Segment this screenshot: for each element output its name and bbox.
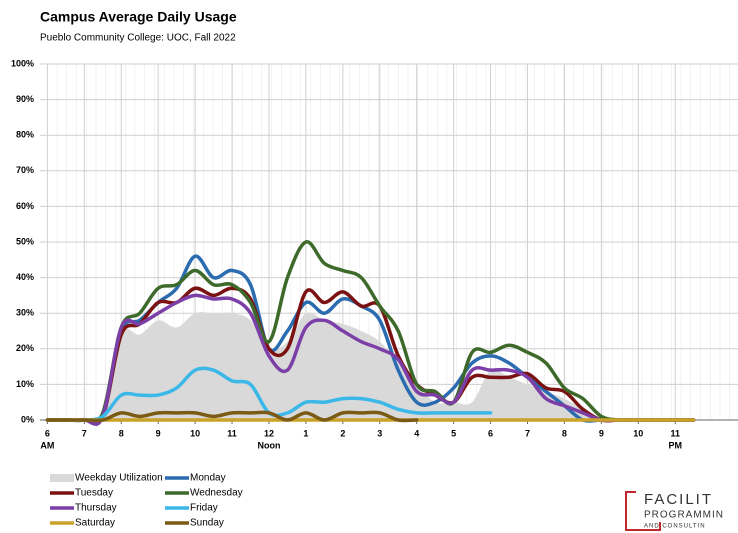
x-tick-label: 6 [488,428,493,438]
y-tick-label: 0% [21,414,34,424]
legend-label: Tuesday [75,488,113,499]
x-tick-label: 6 [45,428,50,438]
x-tick-label: 8 [119,428,124,438]
line [45,410,419,423]
y-tick-label: 80% [16,130,34,140]
logo: FACILIT PROGRAMMIN AND CONSULTIN [625,491,724,531]
area [47,312,694,427]
line [45,240,696,424]
y-tick-label: 20% [16,343,34,353]
logo-text: AND CONSULTIN [644,524,706,530]
legend-label: Sunday [190,518,224,529]
legend-label: Friday [190,503,218,514]
legend-label: Thursday [75,503,117,514]
y-tick-label: 40% [16,272,34,282]
chart-subtitle: Pueblo Community College: UOC, Fall 2022 [40,33,236,44]
x-tick-label: 3 [377,428,382,438]
line [45,293,696,426]
logo-text: FACILIT [644,491,713,508]
x-tick-label: 9 [599,428,604,438]
x-tick-label: 7 [82,428,87,438]
line [45,286,696,426]
y-tick-label: 70% [16,165,34,175]
legend-label: Weekday Utilization [75,473,163,484]
legend-swatch [50,474,74,482]
y-tick-label: 10% [16,379,34,389]
x-tick-label: 4 [414,428,419,438]
x-sublabel: Noon [257,440,280,450]
x-tick-label: 11 [670,428,680,438]
x-sublabel: PM [668,440,682,450]
x-tick-label: 10 [633,428,643,438]
logo-text: PROGRAMMIN [644,510,724,521]
x-tick-label: 10 [190,428,200,438]
x-tick-label: 12 [264,428,274,438]
x-tick-label: 1 [303,428,308,438]
x-tick-label: 11 [227,428,237,438]
x-tick-label: 9 [156,428,161,438]
legend-label: Monday [190,473,226,484]
logo-bracket [625,491,661,531]
y-tick-label: 30% [16,308,34,318]
x-tick-label: 5 [451,428,456,438]
y-tick-label: 90% [16,94,34,104]
x-tick-label: 2 [340,428,345,438]
x-sublabel: AM [40,440,54,450]
x-tick-label: 7 [525,428,530,438]
legend-label: Wednesday [190,488,243,499]
chart-title: Campus Average Daily Usage [40,9,237,25]
y-tick-label: 50% [16,236,34,246]
y-tick-label: 100% [11,58,34,68]
x-tick-label: 8 [562,428,567,438]
legend-label: Saturday [75,518,115,529]
y-tick-label: 60% [16,201,34,211]
